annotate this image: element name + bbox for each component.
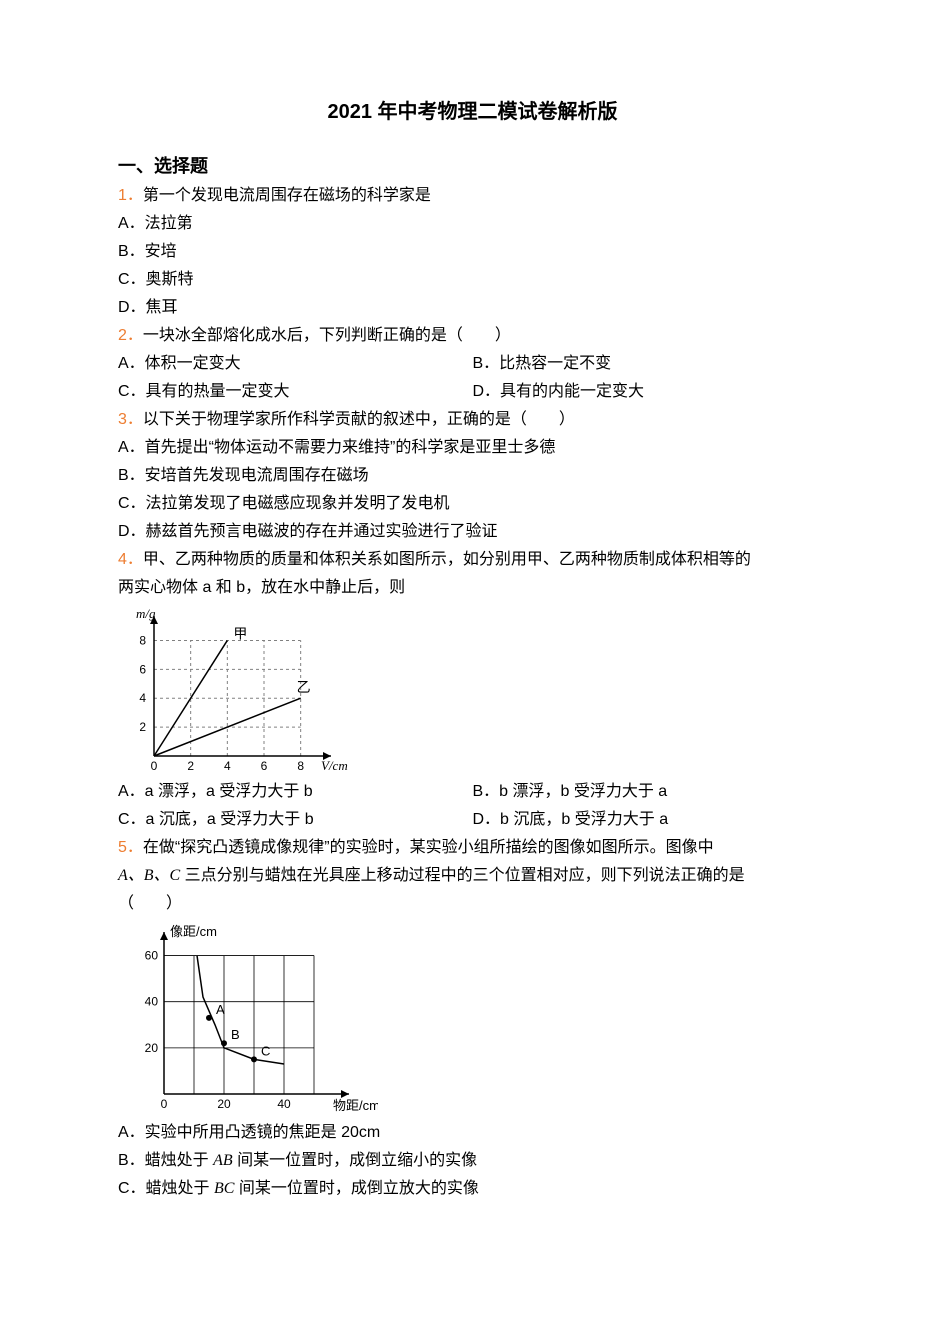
svg-text:6: 6: [261, 759, 268, 773]
q1-opt-d: D．焦耳: [118, 294, 827, 322]
q5-opt-b: B．蜡烛处于 AB 间某一位置时，成倒立缩小的实像: [118, 1147, 827, 1175]
q5-opt-b-pre: B．蜡烛处于: [118, 1152, 213, 1169]
q2-number: 2．: [118, 327, 143, 344]
q2-options-row2: C．具有的热量一定变大 D．具有的内能一定变大: [118, 378, 827, 406]
q5-opt-b-post: 间某一位置时，成倒立缩小的实像: [233, 1152, 477, 1169]
q5-stem-line2: A、B、C 三点分别与蜡烛在光具座上移动过程中的三个位置相对应，则下列说法正确的…: [118, 862, 827, 890]
q5-opt-c-pre: C．蜡烛处于: [118, 1180, 214, 1197]
section-1-heading: 一、选择题: [118, 152, 827, 178]
page-title: 2021 年中考物理二模试卷解析版: [118, 95, 827, 124]
q5-text1: 在做“探究凸透镜成像规律”的实验时，某实验小组所描绘的图像如图所示。图像中: [143, 839, 714, 856]
q4-opt-a: A．a 漂浮，a 受浮力大于 b: [118, 778, 473, 806]
q4-text1: 甲、乙两种物质的质量和体积关系如图所示，如分别用甲、乙两种物质制成体积相等的: [143, 551, 751, 568]
q4-options-row1: A．a 漂浮，a 受浮力大于 b B．b 漂浮，b 受浮力大于 a: [118, 778, 827, 806]
svg-text:乙: 乙: [297, 679, 311, 695]
q4-stem-line2: 两实心物体 a 和 b，放在水中静止后，则: [118, 574, 827, 602]
q1-opt-b: B．安培: [118, 238, 827, 266]
svg-text:8: 8: [139, 633, 146, 647]
q1-number: 1．: [118, 187, 143, 204]
q3-opt-b: B．安培首先发现电流周围存在磁场: [118, 462, 827, 490]
q4-stem-line1: 4．甲、乙两种物质的质量和体积关系如图所示，如分别用甲、乙两种物质制成体积相等的: [118, 546, 827, 574]
q5-chart: 0 20 40 20 40 60 像距/cm 物距/cm AB C: [118, 922, 378, 1117]
q2-opt-b: B．比热容一定不变: [473, 350, 828, 378]
svg-text:甲: 甲: [233, 625, 247, 641]
q5-opt-c: C．蜡烛处于 BC 间某一位置时，成倒立放大的实像: [118, 1175, 827, 1203]
q3-opt-a: A．首先提出“物体运动不需要力来维持”的科学家是亚里士多德: [118, 434, 827, 462]
svg-text:40: 40: [145, 995, 159, 1009]
svg-text:像距/cm: 像距/cm: [170, 924, 217, 939]
q1-stem: 1．第一个发现电流周围存在磁场的科学家是: [118, 182, 827, 210]
svg-text:20: 20: [217, 1097, 231, 1111]
q2-opt-c: C．具有的热量一定变大: [118, 378, 473, 406]
svg-text:V/cm³: V/cm³: [321, 758, 348, 773]
q5-number: 5．: [118, 839, 143, 856]
q5-stem-line1: 5．在做“探究凸透镜成像规律”的实验时，某实验小组所描绘的图像如图所示。图像中: [118, 834, 827, 862]
q5-opt-c-post: 间某一位置时，成倒立放大的实像: [234, 1180, 478, 1197]
q3-opt-d: D．赫兹首先预言电磁波的存在并通过实验进行了验证: [118, 518, 827, 546]
svg-text:物距/cm: 物距/cm: [333, 1098, 378, 1113]
svg-text:0: 0: [151, 759, 158, 773]
svg-text:60: 60: [145, 949, 159, 963]
q5-opt-b-ital: AB: [213, 1152, 233, 1169]
q4-opt-c: C．a 沉底，a 受浮力大于 b: [118, 806, 473, 834]
q2-opt-a: A．体积一定变大: [118, 350, 473, 378]
q3-stem: 3．以下关于物理学家所作科学贡献的叙述中，正确的是（ ）: [118, 406, 827, 434]
svg-text:m/g: m/g: [136, 606, 156, 621]
q5-stem-line3: （ ）: [118, 890, 827, 918]
svg-text:4: 4: [139, 691, 146, 705]
q4-opt-d: D．b 沉底，b 受浮力大于 a: [473, 806, 828, 834]
svg-text:A: A: [216, 1002, 225, 1017]
q3-number: 3．: [118, 411, 143, 428]
q1-text: 第一个发现电流周围存在磁场的科学家是: [143, 187, 431, 204]
q3-text: 以下关于物理学家所作科学贡献的叙述中，正确的是（ ）: [143, 411, 575, 428]
svg-text:8: 8: [297, 759, 304, 773]
q4-chart: 0 2 4 6 8 2 4 6 8 m/g V/cm³ 甲乙: [118, 606, 348, 776]
svg-text:6: 6: [139, 662, 146, 676]
q4-options-row2: C．a 沉底，a 受浮力大于 b D．b 沉底，b 受浮力大于 a: [118, 806, 827, 834]
q2-stem: 2．一块冰全部熔化成水后，下列判断正确的是（ ）: [118, 322, 827, 350]
svg-text:2: 2: [187, 759, 194, 773]
svg-text:20: 20: [145, 1041, 159, 1055]
svg-text:C: C: [261, 1043, 270, 1058]
q3-opt-c: C．法拉第发现了电磁感应现象并发明了发电机: [118, 490, 827, 518]
q5-opt-c-ital: BC: [214, 1180, 234, 1197]
q5-text2-post: 三点分别与蜡烛在光具座上移动过程中的三个位置相对应，则下列说法正确的是: [180, 867, 744, 884]
svg-text:2: 2: [139, 720, 146, 734]
svg-text:B: B: [231, 1027, 240, 1042]
exam-page: 2021 年中考物理二模试卷解析版 一、选择题 1．第一个发现电流周围存在磁场的…: [0, 0, 945, 1337]
svg-text:4: 4: [224, 759, 231, 773]
q5-opt-a: A．实验中所用凸透镜的焦距是 20cm: [118, 1119, 827, 1147]
svg-text:40: 40: [277, 1097, 291, 1111]
q5-text2-ital: A、B、C: [118, 867, 180, 884]
svg-text:0: 0: [161, 1097, 168, 1111]
q1-opt-c: C．奥斯特: [118, 266, 827, 294]
q2-options-row1: A．体积一定变大 B．比热容一定不变: [118, 350, 827, 378]
q4-opt-b: B．b 漂浮，b 受浮力大于 a: [473, 778, 828, 806]
q2-opt-d: D．具有的内能一定变大: [473, 378, 828, 406]
q1-opt-a: A．法拉第: [118, 210, 827, 238]
q2-text: 一块冰全部熔化成水后，下列判断正确的是（ ）: [143, 327, 511, 344]
q4-number: 4．: [118, 551, 143, 568]
